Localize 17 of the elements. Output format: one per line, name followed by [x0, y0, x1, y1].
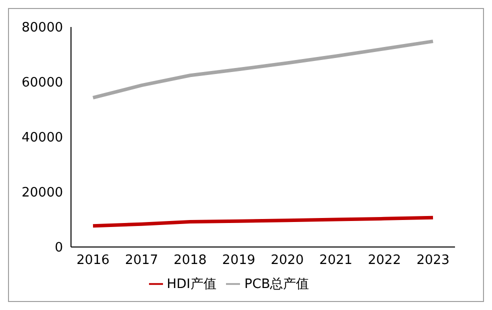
line-series — [91, 40, 435, 100]
x-tick-label: 2022 — [368, 253, 401, 268]
x-tick-label: 2019 — [222, 253, 256, 268]
y-tick-label: 80000 — [22, 20, 63, 36]
line-series — [91, 216, 435, 228]
x-tick-label: 2020 — [270, 253, 304, 268]
y-tick-label: 20000 — [22, 186, 63, 201]
x-tick-label: 2023 — [416, 253, 450, 268]
x-tick-label: 2021 — [319, 253, 352, 268]
x-tick-label: 2018 — [174, 253, 207, 268]
y-tick-label: 0 — [54, 240, 63, 256]
x-tick-label: 2016 — [76, 253, 110, 268]
legend-label: PCB总产值 — [244, 277, 310, 292]
x-tick-label: 2017 — [125, 253, 158, 268]
legend-label: HDI产值 — [166, 277, 216, 292]
y-tick-label: 40000 — [22, 130, 63, 146]
y-tick-label: 60000 — [22, 76, 63, 91]
